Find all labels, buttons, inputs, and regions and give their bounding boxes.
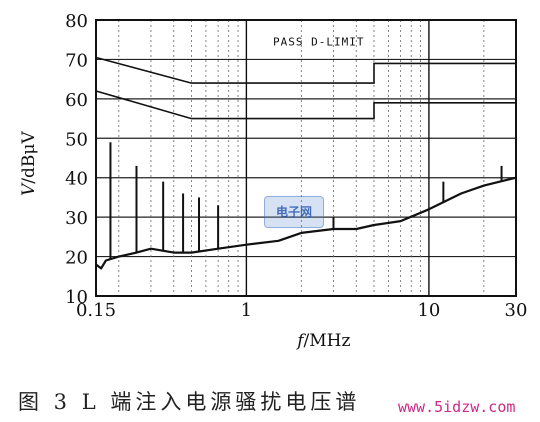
measurement-trace — [95, 176, 517, 270]
x-axis-label-unit: /MHz — [304, 331, 351, 351]
y-tick-label: 50 — [65, 129, 88, 150]
y-tick-label: 40 — [65, 169, 88, 190]
y-tick-label: 80 — [65, 11, 88, 32]
watermark-logo: 电子网 — [264, 196, 324, 228]
watermark-logo-text: 电子网 — [275, 205, 312, 219]
limit-lines — [95, 56, 516, 120]
x-tick-labels: 0.15 1 10 30 — [76, 300, 527, 321]
y-axis-label: V/dBμV — [19, 131, 39, 196]
y-tick-labels: 10 20 30 40 50 60 70 80 — [65, 11, 88, 308]
measurement-series — [95, 142, 517, 270]
x-tick-label: 30 — [505, 300, 528, 321]
y-tick-label: 30 — [65, 208, 88, 229]
y-tick-label: 60 — [65, 90, 88, 111]
pass-limit-annotation: PASS D-LIMIT — [273, 36, 364, 49]
y-tick-label: 20 — [65, 248, 88, 269]
limit-line — [95, 90, 516, 120]
chart-grid — [96, 19, 516, 297]
y-axis-label-var: V — [19, 182, 39, 196]
y-tick-label: 10 — [65, 287, 88, 308]
y-tick-label: 70 — [65, 50, 88, 71]
watermark-url: www.5idzw.com — [398, 398, 516, 416]
y-axis-label-unit: /dBμV — [19, 131, 39, 184]
x-tick-label: 10 — [417, 300, 440, 321]
x-tick-label: 1 — [241, 300, 252, 321]
plot-frame — [95, 19, 517, 297]
x-axis-label: f/MHz — [295, 331, 350, 351]
figure-caption: 图 3 L 端注入电源骚扰电压谱 — [18, 390, 361, 414]
x-tick-label: 0.15 — [76, 300, 116, 321]
limit-line — [95, 56, 516, 84]
x-axis-label-var: f — [295, 331, 306, 351]
